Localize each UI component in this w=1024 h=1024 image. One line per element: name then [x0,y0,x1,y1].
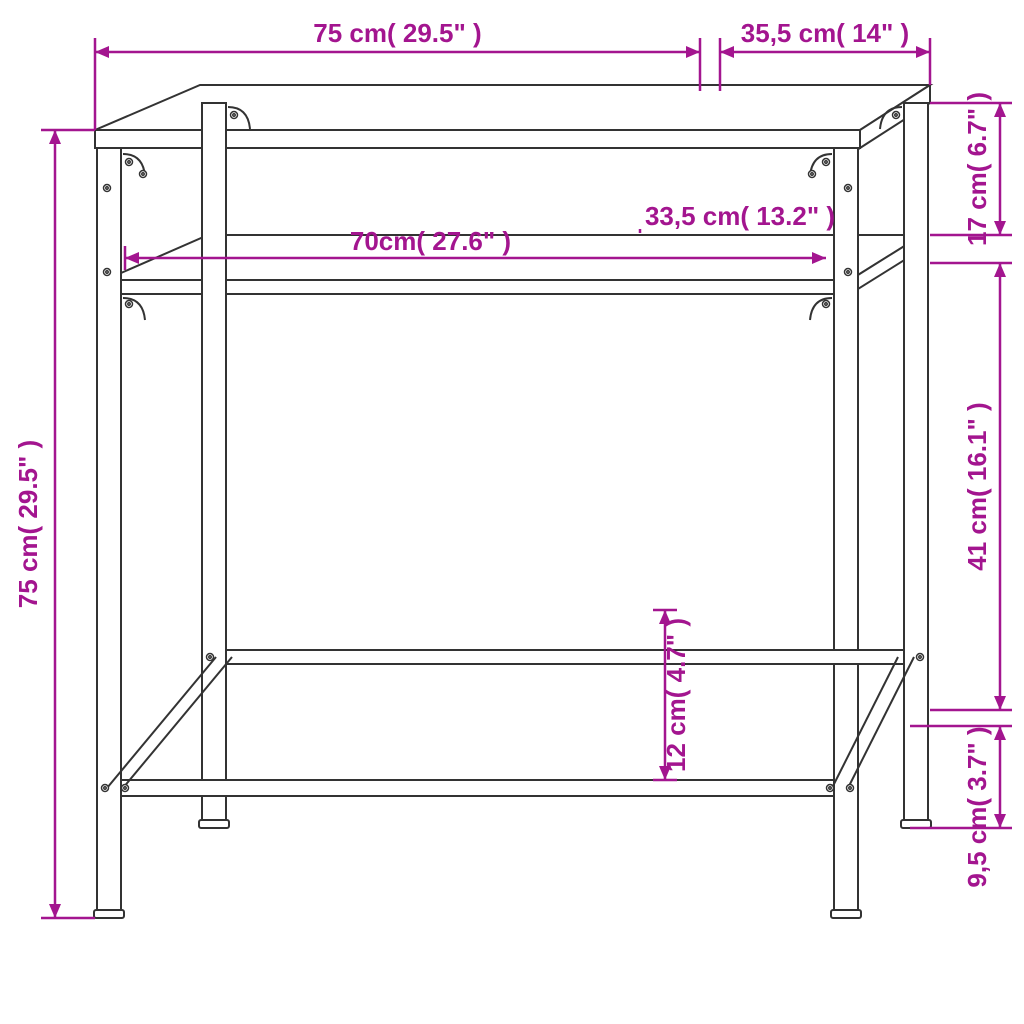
dim-width-top: 75 cm( 29.5" ) [313,18,481,48]
dim-height-left: 75 cm( 29.5" ) [13,440,43,608]
dim-shelf-depth: 33,5 cm( 13.2" ) [645,201,835,231]
dim-gap-17: 17 cm( 6.7" ) [962,92,992,246]
dim-depth-top: 35,5 cm( 14" ) [741,18,909,48]
dim-bar-12: 12 cm( 4.7" ) [661,618,691,772]
dim-shelf-width: 70cm( 27.6" ) [350,226,511,256]
dim-gap-41: 41 cm( 16.1" ) [962,402,992,570]
dim-gap-95: 9,5 cm( 3.7" ) [962,726,992,887]
